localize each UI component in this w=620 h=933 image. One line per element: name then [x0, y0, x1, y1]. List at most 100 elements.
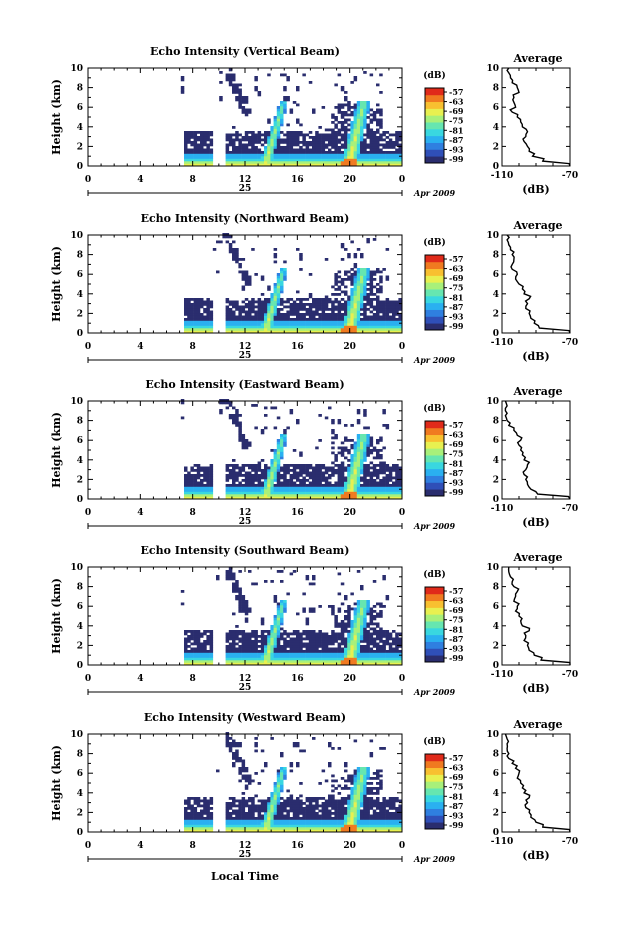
heatmap-cell: [194, 151, 198, 154]
heatmap-cell: [277, 323, 281, 326]
avg-y-tick-label: 4: [493, 622, 499, 632]
heatmap-cell: [229, 643, 233, 646]
heatmap-cell: [264, 650, 268, 653]
heatmap-cell: [290, 409, 294, 412]
heatmap-cell: [325, 321, 329, 324]
heatmap-cell: [370, 474, 374, 477]
heatmap-cell: [360, 620, 364, 623]
heatmap-cell: [322, 477, 326, 480]
heatmap-cell: [194, 487, 198, 490]
heatmap-cell: [203, 328, 207, 331]
heatmap-cell: [386, 316, 390, 319]
heatmap-cell: [277, 154, 281, 157]
heatmap-cell: [296, 141, 300, 144]
heatmap-cell: [216, 578, 220, 581]
heatmap-cell: [395, 301, 399, 304]
heatmap-cell: [290, 313, 294, 316]
heatmap-cell: [347, 276, 351, 279]
heatmap-cell: [350, 151, 354, 154]
heatmap-cell: [389, 146, 393, 149]
heatmap-cell: [254, 313, 258, 316]
heatmap-cell: [366, 151, 370, 154]
heatmap-cell: [280, 613, 284, 616]
heatmap-cell: [206, 161, 210, 164]
heatmap-cell: [376, 151, 380, 154]
heatmap-cell: [254, 474, 258, 477]
heatmap-cell: [238, 84, 242, 87]
heatmap-cell: [286, 96, 290, 99]
heatmap-cell: [322, 479, 326, 482]
heatmap-cell: [187, 149, 191, 152]
heatmap-cell: [206, 489, 210, 492]
heatmap-cell: [200, 328, 204, 331]
heatmap-cell: [296, 645, 300, 648]
heatmap-cell: [376, 603, 380, 606]
heatmap-cell: [382, 308, 386, 311]
heatmap-cell: [206, 655, 210, 658]
heatmap-cell: [302, 308, 306, 311]
heatmap-cell: [232, 645, 236, 648]
heatmap-cell: [235, 326, 239, 329]
heatmap-cell: [376, 439, 380, 442]
heatmap-cell: [315, 635, 319, 638]
heatmap-cell: [190, 797, 194, 800]
heatmap-cell: [293, 492, 297, 495]
heatmap-cell: [350, 156, 354, 159]
heatmap-cell: [280, 650, 284, 653]
heatmap-cell: [370, 119, 374, 122]
heatmap-cell: [190, 817, 194, 820]
heatmap-cell: [395, 318, 399, 321]
heatmap-cell: [270, 643, 274, 646]
heatmap-cell: [274, 301, 278, 304]
heatmap-cell: [226, 815, 230, 818]
heatmap-cell: [286, 306, 290, 309]
heatmap-cell: [350, 477, 354, 480]
heatmap-cell: [248, 653, 252, 656]
heatmap-cell: [350, 318, 354, 321]
heatmap-cell: [341, 308, 345, 311]
heatmap-cell: [328, 469, 332, 472]
heatmap-cell: [235, 328, 239, 331]
heatmap-cell: [200, 653, 204, 656]
heatmap-cell: [210, 472, 214, 475]
heatmap-cell: [360, 129, 364, 132]
heatmap-cell: [197, 136, 201, 139]
heatmap-cell: [344, 437, 348, 440]
heatmap-cell: [350, 640, 354, 643]
heatmap-cell: [267, 151, 271, 154]
heatmap-cell: [357, 293, 361, 296]
heatmap-cell: [357, 121, 361, 124]
heatmap-cell: [338, 593, 342, 596]
heatmap-cell: [331, 323, 335, 326]
heatmap-cell: [350, 146, 354, 149]
heatmap-cell: [194, 328, 198, 331]
heatmap-cell: [302, 645, 306, 648]
heatmap-cell: [242, 306, 246, 309]
heatmap-cell: [315, 494, 319, 497]
heatmap-cell: [245, 638, 249, 641]
heatmap-cell: [389, 323, 393, 326]
heatmap-cell: [350, 129, 354, 132]
heatmap-cell: [235, 474, 239, 477]
heatmap-cell: [363, 628, 367, 631]
heatmap-cell: [197, 323, 201, 326]
heatmap-cell: [286, 156, 290, 159]
heatmap-cell: [322, 151, 326, 154]
heatmap-cell: [302, 494, 306, 497]
heatmap-cell: [274, 658, 278, 661]
heatmap-cell: [270, 653, 274, 656]
heatmap-cell: [283, 479, 287, 482]
heatmap-cell: [379, 635, 383, 638]
heatmap-cell: [379, 660, 383, 663]
heatmap-cell: [389, 467, 393, 470]
x-tick-label: 16: [291, 508, 304, 518]
colorbar-label: -57: [449, 254, 463, 264]
heatmap-cell: [398, 326, 402, 329]
heatmap-cell: [206, 805, 210, 808]
heatmap-cell: [187, 800, 191, 803]
heatmap-cell: [312, 303, 316, 306]
heatmap-cell: [206, 643, 210, 646]
heatmap-cell: [341, 146, 345, 149]
heatmap-cell: [395, 156, 399, 159]
heatmap-cell: [293, 648, 297, 651]
